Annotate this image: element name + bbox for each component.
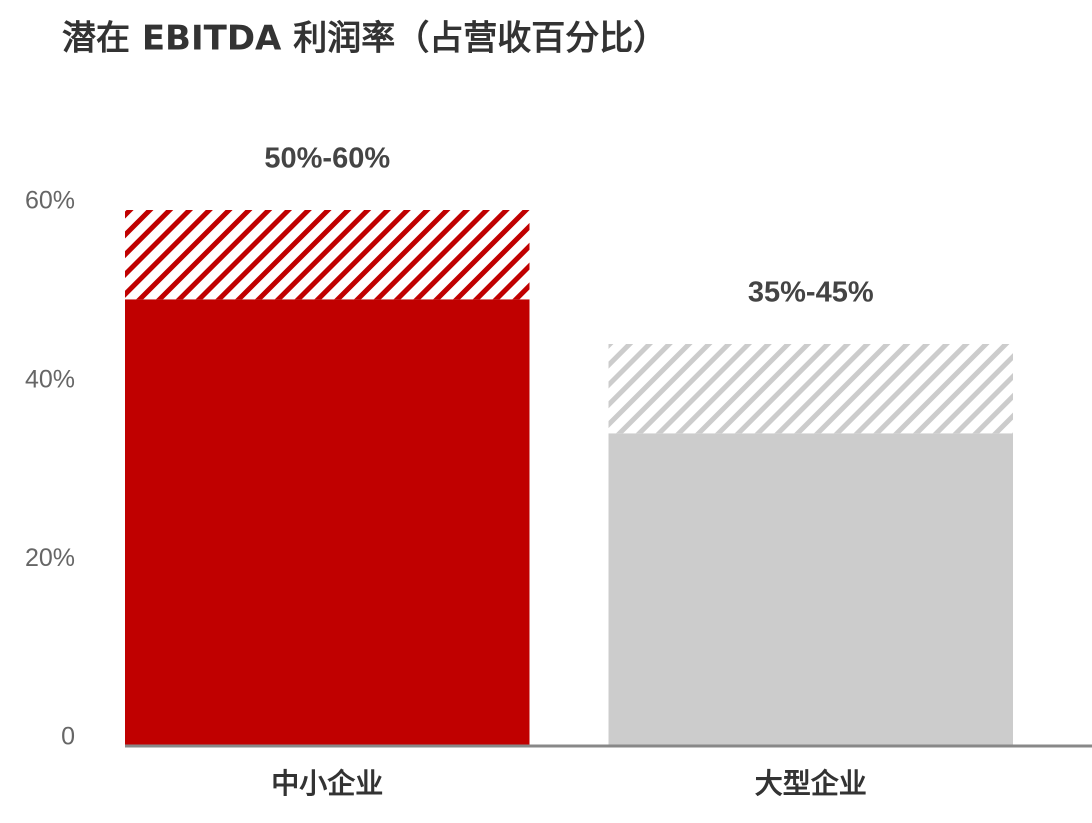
x-tick-label: 中小企业	[271, 767, 383, 800]
y-tick-label: 20%	[25, 544, 75, 572]
bar-segment	[125, 210, 530, 300]
y-tick-label: 40%	[25, 365, 75, 393]
x-tick-label: 大型企业	[755, 767, 867, 800]
value-label: 35%-45%	[748, 277, 874, 309]
bar-segment	[125, 299, 530, 746]
bar-segment	[608, 344, 1013, 434]
y-tick-label: 60%	[25, 187, 75, 215]
chart-title: 潜在 EBITDA 利润率（占营收百分比）	[62, 19, 667, 59]
y-tick-label: 0	[61, 723, 75, 751]
value-label: 50%-60%	[264, 143, 390, 175]
bar-segment	[608, 433, 1013, 746]
